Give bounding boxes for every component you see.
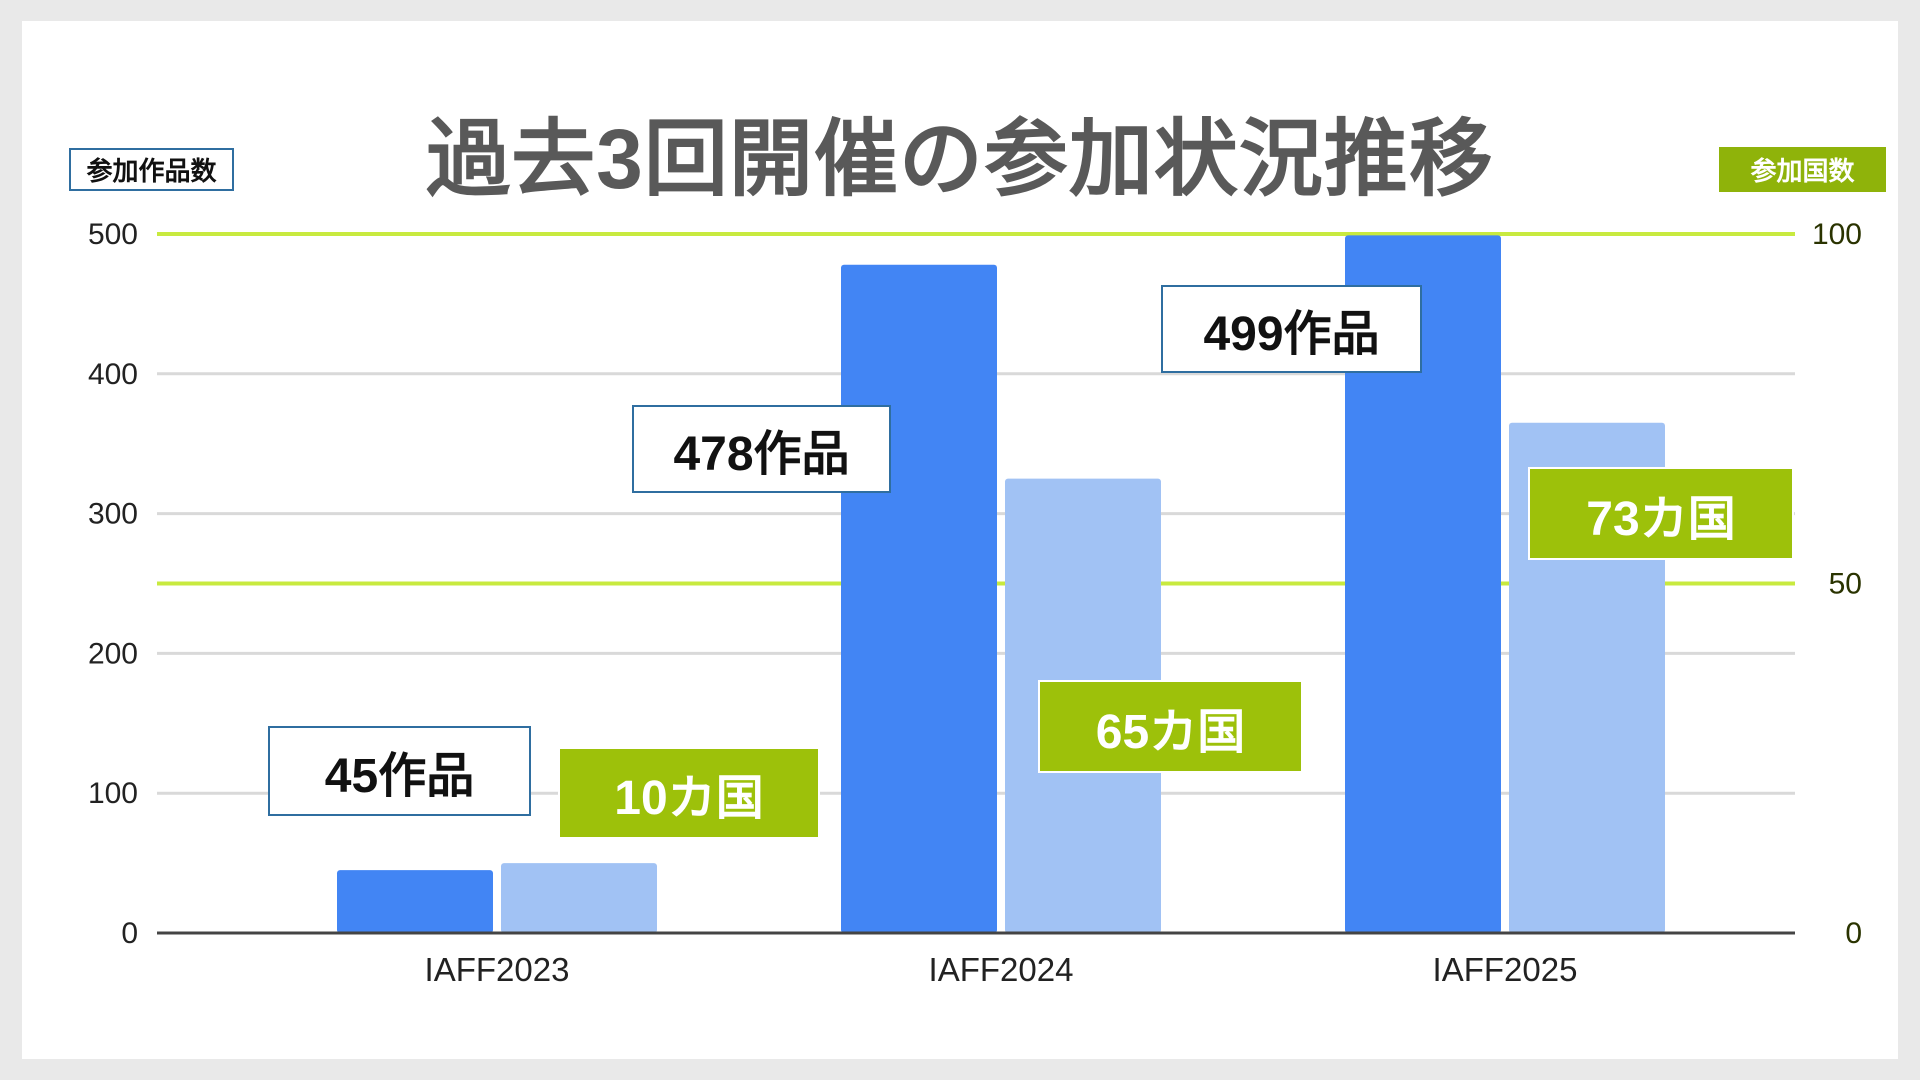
bar-iaff2024-works [841, 264, 997, 934]
left-tick-label: 300 [88, 498, 138, 531]
left-axis-title: 参加作品数 [69, 148, 234, 191]
right-tick-label: 50 [1829, 568, 1862, 601]
chart-title: 過去3回開催の参加状況推移 [426, 112, 1494, 206]
right-axis-title: 参加国数 [1719, 147, 1886, 192]
x-tick-label: IAFF2024 [929, 951, 1074, 988]
x-tick-label: IAFF2025 [1433, 951, 1578, 988]
right-tick-label: 0 [1845, 917, 1862, 950]
data-label-works: 478作品 [632, 405, 891, 493]
x-tick-label: IAFF2023 [425, 951, 570, 988]
data-label-countries: 73カ国 [1528, 467, 1794, 560]
left-tick-label: 0 [121, 917, 138, 950]
data-label-countries: 10カ国 [558, 747, 820, 839]
left-tick-label: 500 [88, 218, 138, 251]
right-tick-label: 100 [1812, 218, 1862, 251]
data-label-works: 45作品 [268, 726, 531, 816]
data-label-countries: 65カ国 [1038, 680, 1303, 773]
bar-iaff2023-works [337, 870, 493, 933]
bar-iaff2025-works [1345, 235, 1501, 933]
left-tick-label: 200 [88, 637, 138, 670]
data-label-works: 499作品 [1161, 285, 1422, 373]
bar-iaff2023-countries [501, 863, 657, 933]
left-tick-label: 100 [88, 777, 138, 810]
left-tick-label: 400 [88, 358, 138, 391]
